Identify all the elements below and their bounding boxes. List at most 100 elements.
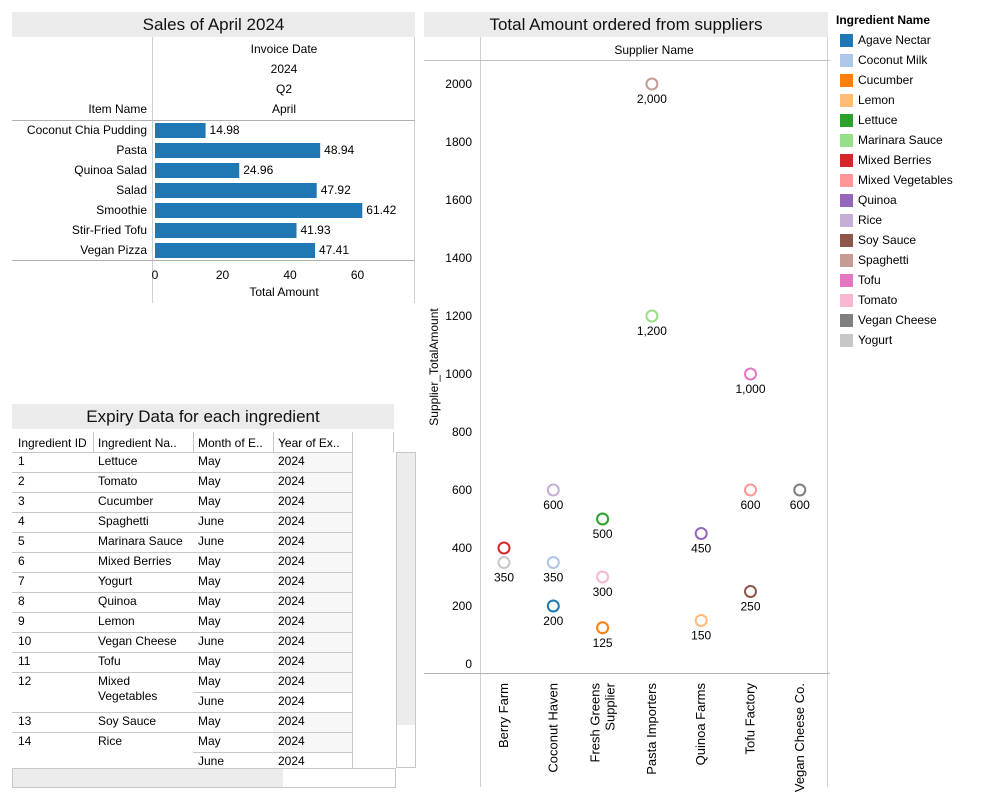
scatter-point[interactable] [744,585,757,598]
scatter-point[interactable] [497,541,511,555]
cell-month: May [198,614,221,628]
legend-item[interactable]: Coconut Milk [836,51,996,71]
scatter-point[interactable] [546,556,560,569]
legend-item[interactable]: Tomato [836,291,996,311]
legend-item[interactable]: Lettuce [836,111,996,131]
table-row[interactable]: 4 Spaghetti June 2024 [12,512,352,532]
legend-item[interactable]: Vegan Cheese [836,311,996,331]
bar[interactable] [155,203,363,218]
scatter-point[interactable] [645,77,659,91]
legend-item[interactable]: Agave Nectar [836,31,996,51]
table-row[interactable]: 3 Cucumber May 2024 [12,492,352,512]
row-divider [12,652,352,653]
row-divider [12,472,352,473]
legend-item[interactable]: Mixed Berries [836,151,996,171]
scatter-point[interactable] [546,483,560,497]
cell-ingredient-id: 10 [18,634,32,648]
cell-ingredient-name: Tomato [98,474,138,488]
legend-item[interactable]: Lemon [836,91,996,111]
row-divider [193,752,352,753]
table-row[interactable]: 14 Rice May 2024 June 2024 [12,732,352,772]
table-row[interactable]: 8 Quinoa May 2024 [12,592,352,612]
expiry-table-header: Ingredient ID Ingredient Na.. Month of E… [12,432,394,452]
legend-swatch [840,334,853,347]
legend-swatch [840,314,853,327]
legend-item[interactable]: Cucumber [836,71,996,91]
bar[interactable] [155,163,240,178]
category-label: Salad [116,183,147,197]
bar[interactable] [155,183,317,198]
row-divider [12,672,352,673]
bar[interactable] [155,243,316,258]
scrollbar-thumb[interactable] [397,453,415,725]
table-row[interactable]: 2 Tomato May 2024 [12,472,352,492]
table-row[interactable]: 7 Yogurt May 2024 [12,572,352,592]
legend-label: Coconut Milk [858,53,928,67]
cell-background [273,612,352,632]
legend-item[interactable]: Soy Sauce [836,231,996,251]
scrollbar-thumb[interactable] [13,769,283,787]
cell-ingredient-id: 14 [18,734,32,748]
bar[interactable] [155,123,206,138]
cell-ingredient-name: Quinoa [98,594,137,608]
scatter-point[interactable] [744,367,757,381]
scatter-point[interactable] [596,570,610,584]
scatter-point[interactable] [497,556,511,569]
cell-background [273,712,352,732]
cell-month: May [198,654,221,668]
table-row[interactable]: 5 Marinara Sauce June 2024 [12,532,352,552]
cell-background [273,452,352,472]
sales-bar-chart: Invoice Date 2024 Q2 April Item Name Coconut … [12,37,415,303]
row-divider [12,452,352,453]
header-month-expiry[interactable]: Month of E.. [198,436,263,450]
scatter-point[interactable] [596,512,610,526]
table-row[interactable]: 12 Mixed Vegetables May 2024 June 2024 [12,672,352,712]
legend-label: Lettuce [858,113,898,127]
scatter-point[interactable] [793,483,807,497]
legend-item[interactable]: Spaghetti [836,251,996,271]
scatter-point[interactable] [694,527,708,540]
scatter-point[interactable] [744,483,757,497]
cell-background [273,472,352,492]
table-row[interactable]: 1 Lettuce May 2024 [12,452,352,472]
category-label: Vegan Pizza [80,243,147,257]
legend-label: Yogurt [858,333,893,347]
table-row[interactable]: 9 Lemon May 2024 [12,612,352,632]
table-horizontal-scrollbar[interactable] [12,768,396,788]
legend-item[interactable]: Marinara Sauce [836,131,996,151]
table-row[interactable]: 10 Vegan Cheese June 2024 [12,632,352,652]
bar-value-label: 47.92 [321,183,351,197]
legend-swatch [840,94,853,107]
bar[interactable] [155,143,321,158]
table-row[interactable]: 6 Mixed Berries May 2024 [12,552,352,572]
legend-item[interactable]: Mixed Vegetables [836,171,996,191]
sales-chart-title: Sales of April 2024 [12,12,415,37]
scatter-point[interactable] [546,599,560,613]
cell-background [273,732,352,752]
supplier-label: Pasta Importers [644,683,659,775]
table-row[interactable]: 13 Soy Sauce May 2024 [12,712,352,732]
scatter-point[interactable] [645,309,659,323]
table-vertical-scrollbar[interactable] [396,452,416,768]
cell-ingredient-name: Vegan Cheese [98,634,177,648]
legend-label: Marinara Sauce [858,133,943,147]
legend-item[interactable]: Yogurt [836,331,996,351]
legend-item[interactable]: Rice [836,211,996,231]
table-row[interactable]: 11 Tofu May 2024 [12,652,352,672]
tick-label: 1000 [445,367,472,381]
legend-item[interactable]: Quinoa [836,191,996,211]
scatter-point[interactable] [694,614,708,627]
bar[interactable] [155,223,297,238]
header-ingredient-id[interactable]: Ingredient ID [18,436,87,450]
legend-label: Tofu [858,273,881,287]
tick-label: 20 [216,268,230,282]
header-year-expiry[interactable]: Year of Ex.. [278,436,340,450]
row-divider [12,592,352,593]
column-header: Q2 [276,82,292,96]
scatter-point[interactable] [596,621,610,635]
row-divider [12,492,352,493]
legend-item[interactable]: Tofu [836,271,996,291]
cell-year: 2024 [278,614,305,628]
header-ingredient-name[interactable]: Ingredient Na.. [98,436,177,450]
cell-background [273,752,352,772]
